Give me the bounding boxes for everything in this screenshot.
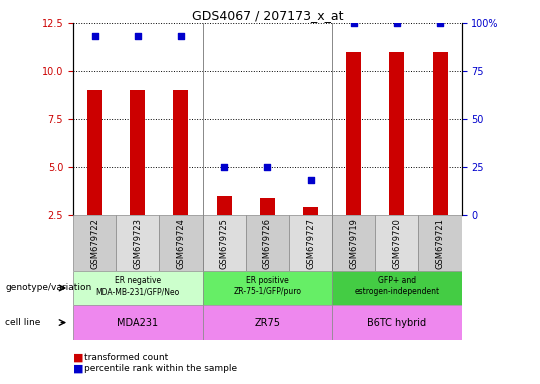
- Text: GSM679727: GSM679727: [306, 218, 315, 269]
- Bar: [260, 198, 275, 215]
- Bar: [73, 215, 116, 271]
- Text: GFP+ and
estrogen-independent: GFP+ and estrogen-independent: [354, 276, 440, 296]
- Text: genotype/variation: genotype/variation: [5, 283, 92, 293]
- Point: [177, 33, 185, 40]
- Point: [220, 164, 228, 170]
- Point: [436, 20, 444, 26]
- Bar: [202, 271, 332, 305]
- Bar: [433, 52, 448, 215]
- Bar: [116, 215, 159, 271]
- Bar: [217, 196, 232, 215]
- Bar: [332, 305, 462, 340]
- Bar: [375, 215, 418, 271]
- Text: ER negative
MDA-MB-231/GFP/Neo: ER negative MDA-MB-231/GFP/Neo: [96, 276, 180, 296]
- Text: percentile rank within the sample: percentile rank within the sample: [84, 364, 237, 373]
- Bar: [246, 215, 289, 271]
- Bar: [418, 215, 462, 271]
- Bar: [159, 215, 202, 271]
- Bar: [289, 215, 332, 271]
- Bar: [202, 215, 246, 271]
- Text: GSM679721: GSM679721: [436, 218, 444, 269]
- Point: [306, 177, 315, 184]
- Bar: [173, 90, 188, 215]
- Text: B6TC hybrid: B6TC hybrid: [367, 318, 427, 328]
- Bar: [130, 90, 145, 215]
- Text: GSM679723: GSM679723: [133, 218, 142, 269]
- Point: [90, 33, 99, 40]
- Bar: [332, 271, 462, 305]
- Text: GSM679726: GSM679726: [263, 218, 272, 269]
- Text: GSM679722: GSM679722: [90, 218, 99, 269]
- Text: GSM679724: GSM679724: [177, 218, 185, 269]
- Text: GSM679725: GSM679725: [220, 218, 228, 269]
- Text: transformed count: transformed count: [84, 353, 168, 362]
- Text: cell line: cell line: [5, 318, 41, 327]
- Text: ER positive
ZR-75-1/GFP/puro: ER positive ZR-75-1/GFP/puro: [233, 276, 301, 296]
- Bar: [73, 271, 202, 305]
- Text: ZR75: ZR75: [254, 318, 280, 328]
- Bar: [389, 52, 404, 215]
- Text: GSM679719: GSM679719: [349, 218, 358, 269]
- Title: GDS4067 / 207173_x_at: GDS4067 / 207173_x_at: [192, 9, 343, 22]
- Point: [393, 20, 401, 26]
- Point: [263, 164, 272, 170]
- Text: ■: ■: [73, 364, 83, 374]
- Bar: [202, 305, 332, 340]
- Bar: [87, 90, 102, 215]
- Bar: [303, 207, 318, 215]
- Text: GSM679720: GSM679720: [393, 218, 401, 269]
- Bar: [332, 215, 375, 271]
- Point: [133, 33, 142, 40]
- Text: MDA231: MDA231: [117, 318, 158, 328]
- Point: [349, 20, 358, 26]
- Text: ■: ■: [73, 353, 83, 363]
- Bar: [73, 305, 202, 340]
- Bar: [346, 52, 361, 215]
